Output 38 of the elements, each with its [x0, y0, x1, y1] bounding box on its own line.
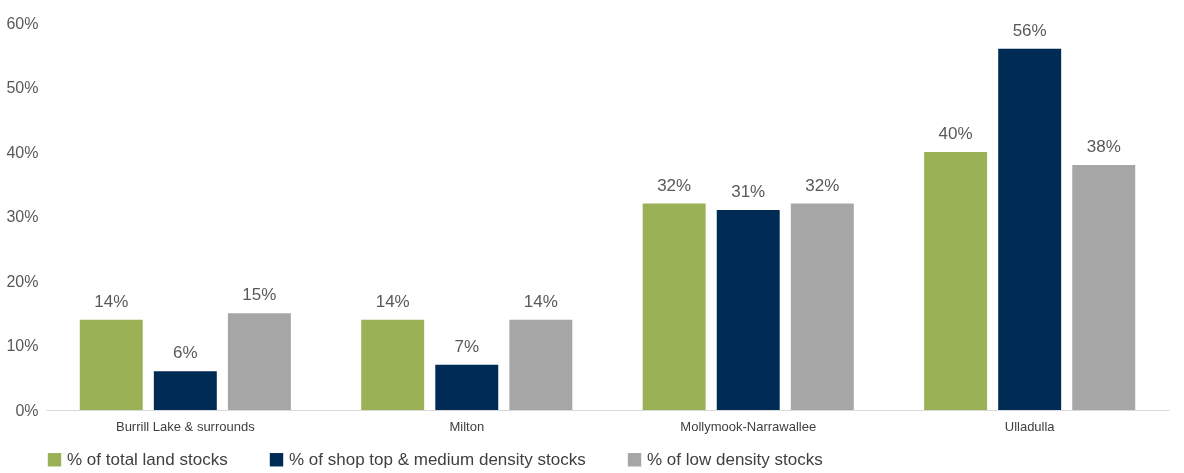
data-label: 38%: [1086, 136, 1121, 156]
y-tick-label: 60%: [6, 14, 39, 32]
legend-label: % of low density stocks: [647, 449, 823, 469]
y-tick-label: 20%: [6, 272, 39, 290]
bar: [509, 319, 573, 410]
bar: [716, 210, 780, 410]
bar: [924, 152, 988, 410]
data-label: 15%: [242, 285, 277, 305]
data-label: 14%: [94, 291, 129, 311]
x-tick-label: Mollymook-Narrawallee: [680, 418, 817, 434]
bar: [790, 203, 854, 410]
bar: [998, 48, 1062, 410]
bar: [153, 371, 217, 410]
x-tick-label: Ulladulla: [1004, 418, 1056, 434]
bar: [79, 319, 143, 410]
data-label: 6%: [173, 343, 198, 363]
bar: [227, 313, 291, 410]
data-label: 14%: [375, 291, 410, 311]
data-label: 31%: [731, 182, 766, 202]
data-label: 56%: [1012, 20, 1047, 40]
x-tick-label: Burrill Lake & surrounds: [115, 418, 256, 434]
bar: [435, 364, 499, 410]
data-label: 32%: [657, 175, 692, 195]
data-label: 14%: [523, 291, 558, 311]
y-tick-label: 50%: [6, 79, 39, 96]
bar: [642, 203, 706, 410]
y-tick-label: 30%: [6, 208, 39, 225]
bar: [361, 319, 425, 410]
legend-label: % of total land stocks: [67, 449, 228, 469]
y-tick-label: 10%: [6, 337, 39, 354]
x-tick-label: Milton: [449, 418, 485, 434]
bar: [1072, 164, 1136, 410]
y-tick-label: 0%: [15, 401, 39, 419]
data-label: 40%: [938, 124, 973, 143]
legend-label: % of shop top & medium density stocks: [289, 449, 586, 469]
data-label: 7%: [454, 336, 480, 356]
y-tick-label: 40%: [6, 143, 39, 161]
data-label: 32%: [805, 175, 840, 195]
